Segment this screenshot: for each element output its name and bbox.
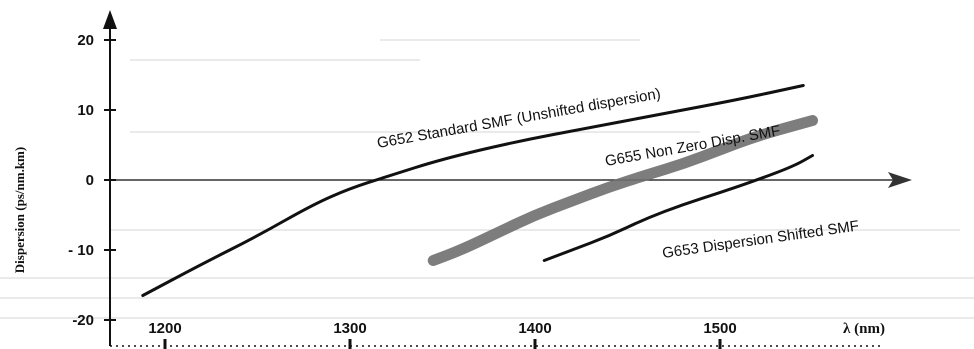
y-axis-arrowhead — [103, 10, 117, 29]
x-tick-label: 1400 — [518, 320, 551, 337]
x-axis-label: λ (nm) — [843, 321, 885, 337]
x-tick-label: 1200 — [148, 320, 181, 337]
y-tick-label: 0 — [86, 172, 94, 189]
zero-line-group — [110, 172, 912, 188]
series-line-g655 — [427, 115, 818, 266]
y-tick-label: - 10 — [68, 242, 94, 259]
x-tick-label: 1500 — [703, 320, 736, 337]
y-tick-label: -20 — [72, 312, 94, 329]
x-ticks: 1200 1300 1400 1500 — [148, 320, 737, 349]
series-line-g653 — [542, 154, 814, 262]
series-lines — [141, 84, 818, 297]
y-axis — [103, 10, 117, 346]
y-ticks: 20 10 0 - 10 -20 — [68, 32, 116, 329]
series-line-g652 — [141, 84, 805, 297]
background-artifacts — [0, 39, 974, 319]
series-label-g653: G653 Dispersion Shifted SMF — [661, 218, 860, 262]
x-tick-label: 1300 — [333, 320, 366, 337]
y-axis-label: Dispersion (ps/nm.km) — [12, 147, 27, 273]
y-tick-label: 20 — [77, 32, 94, 49]
y-tick-label: 10 — [77, 102, 94, 119]
zero-line-arrowhead — [888, 172, 912, 188]
